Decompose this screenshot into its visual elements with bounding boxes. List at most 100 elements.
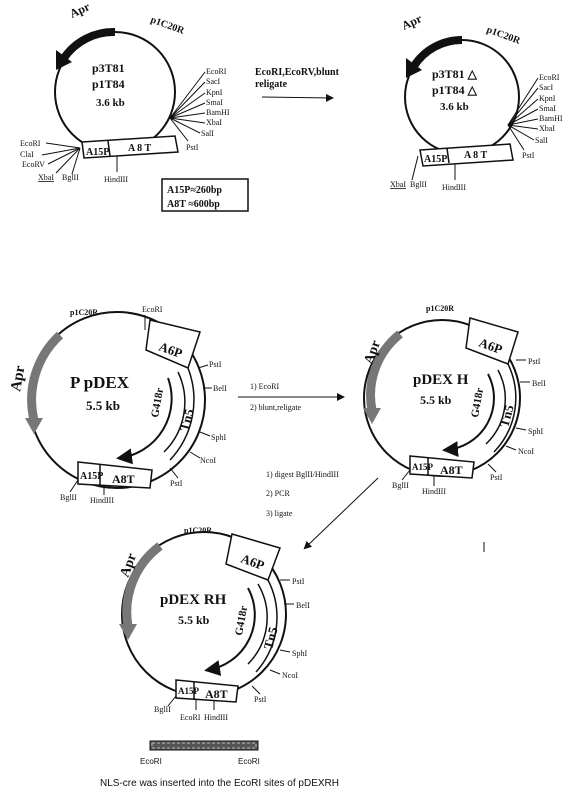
- tn5-label: Tn5: [260, 625, 280, 651]
- plasmid-pdexrh: Apr p1C20R A6P G418r Tn5 pDEX RH 5.5 kb …: [118, 526, 310, 722]
- site-label: BglII: [154, 705, 171, 714]
- site-label: PstI: [170, 479, 183, 488]
- segment-a8t: A8T: [112, 472, 135, 486]
- nls-cre-insert: EcoRI EcoRI: [140, 740, 260, 766]
- amp-arrowhead-icon: [25, 418, 43, 434]
- site-label: SphI: [528, 427, 543, 436]
- site-label: SmaI: [539, 104, 556, 113]
- plasmid-ppdex: Apr p1C20R EcoRI A6P G418r Tn5 P pDEX 5.…: [8, 305, 227, 505]
- plasmid-name-a: p3T81 △: [432, 67, 478, 81]
- segment-box: [77, 461, 153, 489]
- site-label: EcoRI: [180, 713, 201, 722]
- plasmid-size: 3.6 kb: [96, 97, 125, 109]
- site-label: HindIII: [422, 487, 446, 496]
- ori-label: p1C20R: [149, 14, 186, 37]
- site-label: BelI: [532, 379, 546, 388]
- g418-label: G418r: [233, 605, 250, 637]
- site-label: EcoRI: [20, 139, 41, 148]
- segment-a15p: A15P: [80, 471, 103, 482]
- plasmid-pdexh: Apr p1C20R A6P G418r Tn5 pDEX H 5.5 kb P…: [362, 304, 546, 496]
- site-label: SalI: [535, 136, 548, 145]
- amp-resistance-arrow: [366, 330, 403, 411]
- site-label: NcoI: [200, 456, 216, 465]
- plasmid-size: 5.5 kb: [420, 393, 452, 407]
- site-label: SphI: [211, 433, 226, 442]
- site-label: SmaI: [206, 98, 223, 107]
- plasmid-p3t81-delta: Apr p1C20R p3T81 △ p1T84 △ 3.6 kb A15P A…: [390, 11, 563, 192]
- plasmid-name: pDEX H: [413, 372, 469, 388]
- segment-a8t: A 8 T: [128, 143, 151, 154]
- plasmid-name-b: p1T84 △: [432, 83, 478, 97]
- segment-a8t: A8T: [205, 687, 228, 701]
- tn5-label: Tn5: [176, 407, 196, 433]
- segment-a8t: A8T: [440, 463, 463, 477]
- insert-left-site: EcoRI: [140, 757, 162, 766]
- site-label: EcoRI: [142, 305, 163, 314]
- insert-bar: [149, 740, 259, 751]
- site-label: NcoI: [518, 447, 534, 456]
- ori-label: p1C20R: [70, 308, 98, 317]
- site-label: PstI: [528, 357, 541, 366]
- segment-box: [419, 143, 514, 167]
- amp-label: Apr: [67, 0, 92, 21]
- ori-label: p1C20R: [485, 24, 522, 47]
- tn5-label: Tn5: [496, 403, 516, 429]
- site-label: EcoRI: [539, 73, 560, 82]
- site-label: XbaI: [206, 118, 222, 127]
- site-label: PstI: [522, 151, 535, 160]
- site-label: KpnI: [539, 94, 556, 103]
- plasmid-size: 3.6 kb: [440, 101, 469, 113]
- plasmid-name: pDEX RH: [160, 592, 227, 608]
- site-label: BglII: [392, 481, 409, 490]
- step3-label-3: 3) ligate: [266, 509, 293, 518]
- site-label: SacI: [206, 77, 221, 86]
- site-label: BamHI: [206, 108, 230, 117]
- site-label: PstI: [490, 473, 503, 482]
- site-label: SphI: [292, 649, 307, 658]
- amp-resistance-arrow: [27, 331, 64, 422]
- site-label: ClaI: [20, 150, 34, 159]
- segment-box: [409, 455, 475, 479]
- site-label: SalI: [201, 129, 214, 138]
- site-label: BelI: [296, 601, 310, 610]
- site-label: XbaI: [38, 173, 54, 182]
- site-label: PstI: [186, 143, 199, 152]
- site-label: EcoRV: [22, 160, 45, 169]
- segment-a15p: A15P: [424, 154, 447, 165]
- step3-label-1: 1) digest BglII/HindIII: [266, 470, 339, 479]
- site-label: PstI: [292, 577, 305, 586]
- amp-arrowhead-icon: [56, 50, 72, 70]
- plasmid-name-b: p1T84: [92, 77, 125, 91]
- site-label: BglII: [410, 180, 427, 189]
- segment-box: [81, 135, 179, 159]
- site-label: BelI: [213, 384, 227, 393]
- site-label: HindIII: [104, 175, 128, 184]
- g418-label: G418r: [149, 387, 166, 419]
- amp-arrowhead-icon: [406, 58, 422, 78]
- segment-a15p: A15P: [86, 147, 109, 158]
- ori-label: p1C20R: [184, 526, 212, 535]
- step-arrow-2: 1) EcoRI 2) blunt,religate: [238, 382, 345, 412]
- site-label: XbaI: [539, 124, 555, 133]
- step2-label-2: 2) blunt,religate: [250, 403, 302, 412]
- plasmid-p3t81: Apr p1C20R p3T81 p1T84 3.6 kb A15P A 8 T…: [20, 0, 230, 184]
- amp-arrowhead-icon: [119, 624, 137, 640]
- segment-box: [175, 679, 239, 703]
- step2-label-1: 1) EcoRI: [250, 382, 279, 391]
- ori-label: p1C20R: [426, 304, 454, 313]
- site-label: BglII: [62, 173, 79, 182]
- amp-arrowhead-icon: [363, 408, 381, 424]
- plasmid-name-a: p3T81: [92, 61, 125, 75]
- size-legend: A15P≈260bp A8T ≈600bp: [161, 178, 249, 212]
- g418-label: G418r: [469, 387, 486, 419]
- segment-a15p: A15P: [412, 462, 433, 472]
- site-label: HindIII: [442, 183, 466, 192]
- site-label: BamHI: [539, 114, 563, 123]
- site-label: NcoI: [282, 671, 298, 680]
- segment-a15p: A15P: [178, 686, 199, 696]
- site-label: XbaI: [390, 180, 406, 189]
- step1-label-line2: religate: [255, 79, 288, 90]
- site-label: EcoRI: [206, 67, 227, 76]
- step-arrow-1: EcoRI,EcoRV,blunt religate: [255, 67, 340, 102]
